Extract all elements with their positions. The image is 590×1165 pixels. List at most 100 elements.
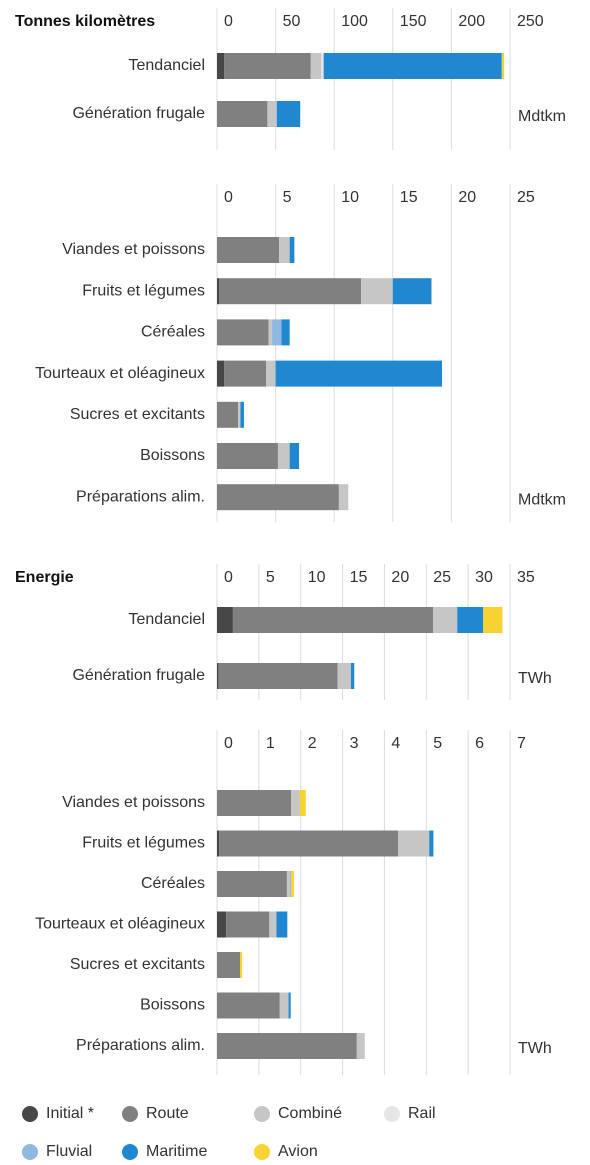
bar-segment bbox=[501, 53, 505, 79]
bar-segment bbox=[238, 401, 241, 428]
bar-segment bbox=[218, 663, 338, 689]
bar-segment bbox=[272, 319, 282, 346]
bar-segment bbox=[279, 237, 290, 263]
bar-segment bbox=[277, 443, 290, 469]
unit-label: TWh bbox=[518, 1040, 552, 1057]
bar-segment bbox=[226, 911, 270, 938]
bar-segment bbox=[217, 992, 280, 1019]
bar-segment bbox=[217, 871, 287, 897]
category-label: Céréales bbox=[141, 324, 205, 341]
x-tick-label: 25 bbox=[433, 569, 451, 586]
bar-segment bbox=[217, 607, 233, 633]
category-label: Tourteaux et oléagineux bbox=[35, 365, 205, 382]
legend-swatch bbox=[22, 1106, 38, 1122]
x-tick-label: 50 bbox=[283, 13, 301, 30]
x-tick-label: 0 bbox=[224, 13, 233, 30]
x-tick-label: 250 bbox=[517, 13, 544, 30]
bar-segment bbox=[279, 992, 289, 1019]
x-tick-label: 15 bbox=[350, 569, 368, 586]
bar-segment bbox=[217, 663, 219, 689]
legend-label: Route bbox=[146, 1105, 189, 1122]
bar-segment bbox=[217, 830, 220, 857]
bar-segment bbox=[310, 53, 322, 79]
legend-swatch bbox=[122, 1106, 138, 1122]
category-label: Génération frugale bbox=[72, 667, 205, 684]
unit-label: Mdtkm bbox=[518, 108, 566, 125]
bar-segment bbox=[323, 53, 502, 79]
bar-segment bbox=[392, 278, 432, 305]
bar-segment bbox=[217, 952, 241, 978]
x-tick-label: 15 bbox=[400, 189, 418, 206]
bar-segment bbox=[288, 992, 291, 1019]
legend-label: Avion bbox=[278, 1143, 318, 1160]
legend-label: Initial * bbox=[46, 1105, 94, 1122]
panel-title: Energie bbox=[15, 569, 74, 586]
bar-segment bbox=[321, 53, 324, 79]
panel-title: Tonnes kilomètres bbox=[15, 13, 155, 30]
bar-segment bbox=[219, 278, 362, 305]
legend-swatch bbox=[254, 1144, 270, 1160]
category-label: Viandes et poissons bbox=[62, 794, 205, 811]
bar-segment bbox=[217, 911, 227, 938]
bar-segment bbox=[291, 790, 300, 816]
bar-segment bbox=[338, 484, 349, 511]
category-label: Tendanciel bbox=[129, 57, 206, 74]
bar-segment bbox=[350, 663, 355, 689]
x-tick-label: 35 bbox=[517, 569, 535, 586]
legend-label: Rail bbox=[408, 1105, 436, 1122]
bar-segment bbox=[217, 53, 225, 79]
bar-segment bbox=[217, 443, 278, 469]
x-tick-label: 10 bbox=[341, 189, 359, 206]
x-tick-label: 150 bbox=[400, 13, 427, 30]
category-label: Boissons bbox=[140, 447, 205, 464]
x-tick-label: 30 bbox=[475, 569, 493, 586]
bar-segment bbox=[299, 790, 306, 816]
bar-segment bbox=[269, 911, 277, 938]
bar-segment bbox=[266, 360, 276, 387]
category-label: Préparations alim. bbox=[76, 1037, 205, 1054]
bar-segment bbox=[361, 278, 393, 305]
x-tick-label: 6 bbox=[475, 735, 484, 752]
bar-segment bbox=[398, 830, 430, 857]
category-label: Viandes et poissons bbox=[62, 241, 205, 258]
legend-label: Fluvial bbox=[46, 1143, 92, 1160]
bar-segment bbox=[268, 319, 273, 346]
x-tick-label: 5 bbox=[283, 189, 292, 206]
x-tick-label: 0 bbox=[224, 189, 233, 206]
bar-segment bbox=[483, 607, 503, 633]
bar-segment bbox=[217, 1033, 357, 1059]
x-tick-label: 4 bbox=[391, 735, 400, 752]
x-tick-label: 100 bbox=[341, 13, 368, 30]
bar-segment bbox=[240, 401, 244, 428]
bar-segment bbox=[217, 101, 268, 127]
bar-segment bbox=[217, 278, 220, 305]
bar-segment bbox=[291, 871, 295, 897]
bar-segment bbox=[219, 830, 399, 857]
legend-swatch bbox=[22, 1144, 38, 1160]
bar-segment bbox=[217, 401, 239, 428]
legend-label: Combiné bbox=[278, 1105, 342, 1122]
category-label: Sucres et excitants bbox=[70, 406, 205, 423]
legend-swatch bbox=[254, 1106, 270, 1122]
bar-segment bbox=[356, 1033, 365, 1059]
category-label: Boissons bbox=[140, 997, 205, 1014]
legend-label: Maritime bbox=[146, 1143, 207, 1160]
bar-segment bbox=[289, 443, 300, 469]
bar-segment bbox=[457, 607, 484, 633]
x-tick-label: 200 bbox=[458, 13, 485, 30]
bar-segment bbox=[224, 360, 267, 387]
bar-segment bbox=[275, 360, 443, 387]
bar-segment bbox=[429, 830, 434, 857]
category-label: Fruits et légumes bbox=[82, 282, 205, 299]
bar-segment bbox=[289, 871, 292, 897]
bar-segment bbox=[281, 319, 290, 346]
bar-segment bbox=[217, 237, 280, 263]
category-label: Préparations alim. bbox=[76, 488, 205, 505]
bar-segment bbox=[337, 663, 351, 689]
category-label: Céréales bbox=[141, 875, 205, 892]
bar-segment bbox=[267, 101, 277, 127]
unit-label: TWh bbox=[518, 670, 552, 687]
bar-segment bbox=[240, 952, 243, 978]
x-tick-label: 10 bbox=[308, 569, 326, 586]
